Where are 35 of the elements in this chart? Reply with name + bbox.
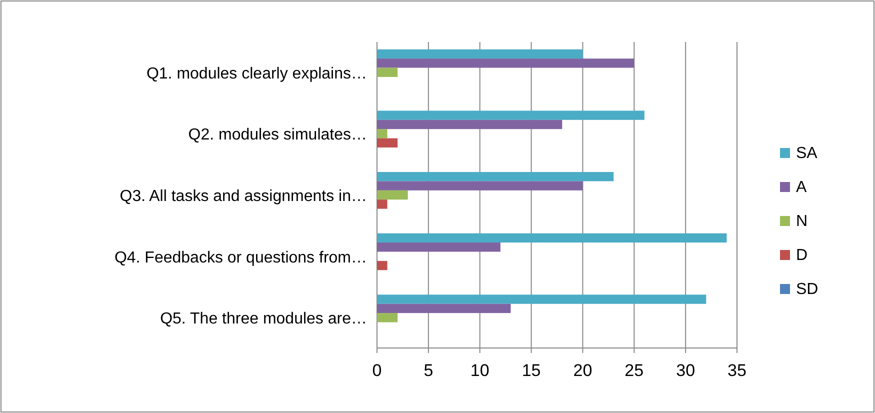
bar bbox=[377, 181, 583, 190]
bar bbox=[377, 200, 388, 209]
x-tick-label: 30 bbox=[676, 361, 696, 380]
bar bbox=[377, 233, 727, 243]
legend-label: N bbox=[796, 213, 808, 230]
x-tick-label: 25 bbox=[624, 361, 644, 380]
y-tick-label: Q3. All tasks and assignments in… bbox=[120, 188, 367, 205]
bar bbox=[377, 190, 408, 200]
x-tick-label: 10 bbox=[470, 361, 490, 380]
x-tick-label: 5 bbox=[424, 361, 434, 380]
bar bbox=[377, 294, 706, 304]
y-tick-label: Q5. The three modules are… bbox=[160, 310, 367, 328]
bar bbox=[377, 260, 388, 270]
bar bbox=[377, 49, 583, 59]
bar bbox=[377, 129, 388, 138]
y-tick-label: Q2. modules simulates… bbox=[188, 126, 367, 144]
legend-label: SD bbox=[796, 281, 818, 298]
bar bbox=[377, 58, 634, 68]
bar bbox=[377, 120, 562, 130]
bar bbox=[377, 138, 398, 148]
legend-label: SA bbox=[796, 145, 818, 162]
y-tick-label: Q4. Feedbacks or questions from… bbox=[114, 249, 367, 266]
bar bbox=[377, 304, 511, 314]
legend-label: A bbox=[796, 179, 807, 196]
x-tick-label: 0 bbox=[372, 361, 382, 380]
y-tick-label: Q1. modules clearly explains… bbox=[146, 65, 367, 82]
bar bbox=[377, 313, 398, 322]
x-tick-label: 20 bbox=[573, 361, 592, 380]
x-tick-label: 15 bbox=[522, 361, 541, 380]
bar bbox=[377, 68, 398, 77]
bar bbox=[377, 242, 500, 252]
bar bbox=[377, 172, 614, 182]
x-tick-label: 35 bbox=[728, 361, 746, 380]
legend-label: D bbox=[796, 247, 808, 264]
bar bbox=[377, 110, 644, 120]
